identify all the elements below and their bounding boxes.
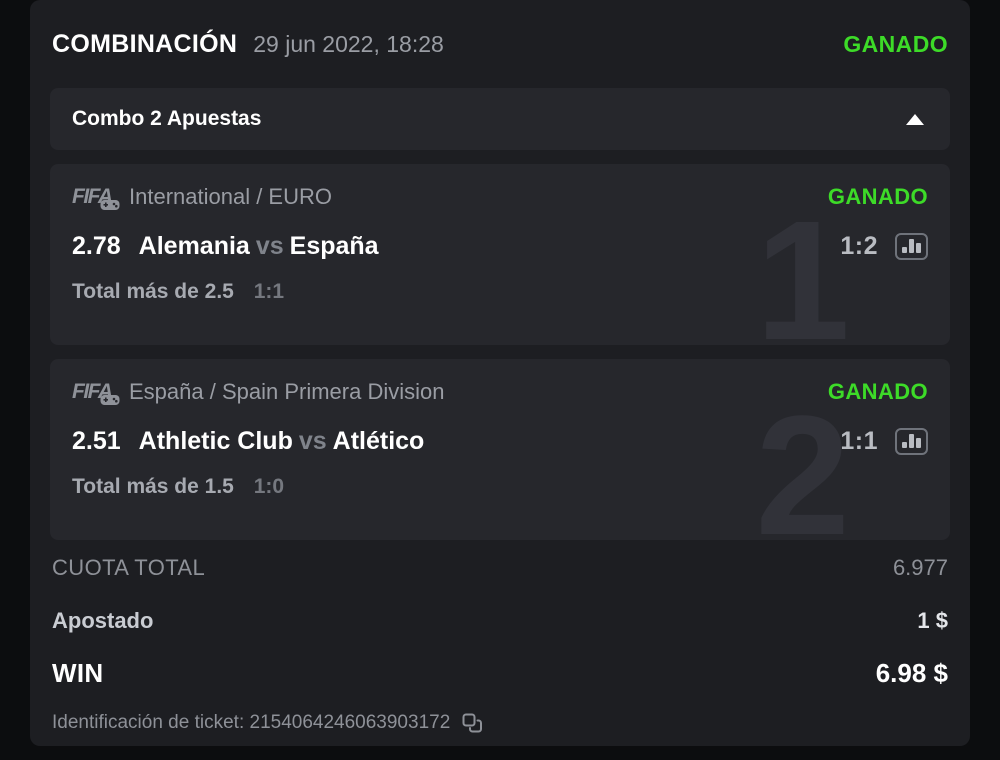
total-odds-label: CUOTA TOTAL	[52, 555, 206, 580]
vs-separator: vs	[298, 426, 327, 455]
combo-collapse-bar[interactable]: Combo 2 Apuestas	[50, 88, 950, 150]
bet-selection-score: 1:1	[253, 280, 285, 303]
bet-league-row: FIFA España / Spain Primera Division GAN…	[72, 377, 928, 407]
bet-teams: Alemania vs España	[139, 232, 379, 261]
bet-league-name: International / EURO	[129, 184, 332, 209]
bet-odds-value: 2.51	[72, 426, 121, 455]
away-team-name: España	[289, 231, 379, 260]
bet-selection-row: Total más de 2.5 1:1	[72, 280, 928, 304]
stake-value: 1 $	[917, 608, 948, 633]
combo-label: Combo 2 Apuestas	[72, 107, 262, 130]
fifa-logo-icon: FIFA	[72, 379, 120, 405]
ticket-card: COMBINACIÓN 29 jun 2022, 18:28 GANADO Co…	[30, 0, 970, 746]
stake-row: Apostado 1 $	[52, 596, 948, 646]
bet-teams: Athletic Club vs Atlético	[139, 427, 425, 456]
bet-block[interactable]: 2 FIFA España / Spain Primera Division G…	[50, 359, 950, 540]
bet-live-score: 1:1	[840, 426, 878, 455]
win-value: 6.98 $	[875, 657, 948, 688]
bet-status-badge: GANADO	[827, 379, 928, 404]
bet-selection-market: Total más de 1.5	[72, 475, 234, 498]
bet-selection-score: 1:0	[253, 475, 285, 498]
total-odds-value: 6.977	[892, 555, 948, 580]
home-team-name: Athletic Club	[138, 426, 293, 455]
bet-index-watermark: 1	[755, 186, 850, 345]
bet-league-name: España / Spain Primera Division	[129, 379, 445, 404]
ticket-summary: CUOTA TOTAL 6.977 Apostado 1 $ WIN 6.98 …	[50, 540, 950, 734]
bet-right-group: 1:2	[840, 232, 928, 261]
bet-status-badge: GANADO	[827, 184, 928, 209]
bet-league-row: FIFA International / EURO GANADO	[72, 182, 928, 212]
ticket-header: COMBINACIÓN 29 jun 2022, 18:28 GANADO	[50, 0, 950, 88]
bar-chart-icon[interactable]	[895, 427, 928, 455]
caret-up-icon[interactable]	[902, 106, 928, 132]
total-odds-row: CUOTA TOTAL 6.977	[52, 540, 948, 596]
bet-match-row: 2.78 Alemania vs España 1:2	[72, 229, 928, 263]
fifa-logo-icon: FIFA	[72, 184, 120, 210]
bet-block[interactable]: 1 FIFA International / EURO GANADO 2.7	[50, 164, 950, 345]
bet-right-group: 1:1	[840, 427, 928, 456]
win-row: WIN 6.98 $	[52, 646, 948, 700]
bet-odds-value: 2.78	[72, 231, 121, 260]
away-team-name: Atlético	[332, 426, 425, 455]
ticket-id-row: Identificación de ticket: 21540642460639…	[52, 712, 948, 734]
ticket-id-text: Identificación de ticket: 21540642460639…	[52, 712, 451, 733]
bet-index-watermark: 2	[755, 381, 850, 540]
ticket-datetime: 29 jun 2022, 18:28	[253, 30, 444, 57]
bet-live-score: 1:2	[840, 231, 878, 260]
ticket-type-title: COMBINACIÓN	[52, 29, 238, 58]
bet-selection-row: Total más de 1.5 1:0	[72, 475, 928, 499]
bet-match-row: 2.51 Athletic Club vs Atlético 1:1	[72, 424, 928, 458]
bet-selection-market: Total más de 2.5	[72, 280, 234, 303]
vs-separator: vs	[255, 231, 284, 260]
ticket-status-badge: GANADO	[843, 30, 948, 57]
bar-chart-icon[interactable]	[895, 232, 928, 260]
home-team-name: Alemania	[138, 231, 250, 260]
stake-label: Apostado	[52, 608, 154, 633]
copy-icon[interactable]	[462, 713, 483, 733]
win-label: WIN	[52, 657, 104, 688]
